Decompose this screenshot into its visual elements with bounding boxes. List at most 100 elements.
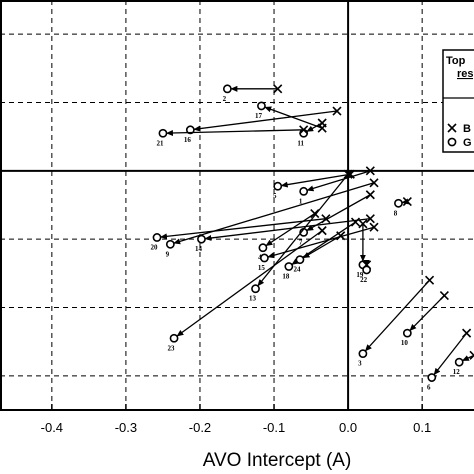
b-point-marker xyxy=(321,214,331,224)
pair-arrow xyxy=(159,218,326,240)
point-label: 5 xyxy=(273,192,277,200)
b-point-marker xyxy=(343,169,353,179)
tick-labels: -0.4 -0.3 -0.2 -0.1 0.0 0.1 AVO Intercept (A) xyxy=(41,420,432,471)
legend-b-marker xyxy=(447,123,457,133)
pair-arrow xyxy=(265,212,316,247)
point-label: 17 xyxy=(255,112,263,120)
pair-arrow xyxy=(267,226,375,259)
pair-arrow xyxy=(264,106,323,129)
g-point-marker xyxy=(158,128,168,138)
legend: Topresp BG xyxy=(442,49,474,153)
g-point-marker xyxy=(152,233,162,242)
x-tick-label: -0.2 xyxy=(189,420,211,435)
point-label: 6 xyxy=(427,384,431,392)
b-point-marker xyxy=(365,214,375,224)
point-label: 1 xyxy=(299,197,303,205)
b-point-marker xyxy=(273,84,283,94)
g-point-marker xyxy=(358,349,368,359)
g-point-marker xyxy=(165,239,175,249)
pair-20: 20 xyxy=(151,214,331,251)
g-point-marker xyxy=(169,333,179,343)
pair-arrow xyxy=(433,332,468,376)
g-point-marker xyxy=(258,243,268,253)
b-point-marker xyxy=(299,125,309,135)
b-point-marker xyxy=(369,222,379,232)
b-point-marker xyxy=(462,328,472,338)
pair-21: 21 xyxy=(156,125,309,147)
g-point-marker xyxy=(299,186,309,196)
pair-arrow xyxy=(173,182,375,245)
x-axis-title: AVO Intercept (A) xyxy=(203,450,352,471)
pair-14: 14 xyxy=(195,214,375,253)
pair-arrow xyxy=(165,129,304,137)
pair-9: 9 xyxy=(165,178,379,258)
point-label: 7 xyxy=(299,238,303,246)
g-point-marker xyxy=(362,265,372,275)
pair-24: 24 xyxy=(293,231,346,274)
legend-box xyxy=(442,49,474,153)
pair-arrow xyxy=(409,295,445,331)
point-label: 12 xyxy=(453,368,461,376)
pair-1: 1 xyxy=(299,166,375,205)
pair-2: 2 xyxy=(223,84,283,103)
pair-6: 6 xyxy=(427,328,472,392)
g-point-marker xyxy=(260,253,269,263)
point-label: 19 xyxy=(356,271,364,279)
g-point-marker xyxy=(402,328,412,338)
b-point-marker xyxy=(317,123,327,133)
grid xyxy=(0,0,474,410)
g-point-marker xyxy=(454,357,464,367)
b-point-marker xyxy=(345,169,355,179)
x-tick-label: 0.0 xyxy=(339,420,357,435)
x-tick-label: -0.4 xyxy=(41,420,63,435)
point-label: 24 xyxy=(293,266,301,274)
point-label: 14 xyxy=(195,245,203,253)
g-point-marker xyxy=(284,262,294,271)
pair-arrow xyxy=(176,230,323,337)
pair-17: 17 xyxy=(255,101,327,133)
pair-23: 23 xyxy=(168,226,327,352)
g-point-marker xyxy=(394,198,403,208)
pair-arrow xyxy=(302,235,342,259)
point-label: 21 xyxy=(156,139,164,147)
pair-8: 8 xyxy=(394,197,412,217)
g-point-marker xyxy=(273,181,283,191)
point-label: 3 xyxy=(358,360,362,368)
pair-22: 22 xyxy=(360,259,372,284)
point-label: 10 xyxy=(401,339,409,347)
b-point-marker xyxy=(402,197,412,207)
point-label: 20 xyxy=(151,243,159,251)
b-point-marker xyxy=(424,275,435,285)
pair-arrow xyxy=(306,170,371,192)
point-label: 8 xyxy=(394,209,398,217)
legend-g-marker xyxy=(447,137,457,147)
b-point-marker xyxy=(365,166,375,176)
b-point-marker xyxy=(365,190,375,200)
b-point-marker xyxy=(332,106,342,116)
point-label: 18 xyxy=(282,273,290,281)
pair-arrow xyxy=(204,218,371,241)
point-label: 2 xyxy=(223,95,227,103)
pair-10: 10 xyxy=(401,290,449,347)
pair-3: 3 xyxy=(358,275,435,368)
g-point-marker xyxy=(295,255,305,265)
point-label: 11 xyxy=(297,139,304,147)
legend-g-label: G xyxy=(463,137,472,149)
x-tick-label: -0.1 xyxy=(263,420,285,435)
point-label: 9 xyxy=(166,250,170,258)
point-label: 13 xyxy=(249,295,257,303)
legend-title-line-1: Top xyxy=(446,55,466,67)
point-label: 15 xyxy=(258,264,266,272)
pair-5: 5 xyxy=(273,169,355,200)
axes xyxy=(0,0,474,411)
b-point-marker xyxy=(369,178,379,188)
pair-16: 16 xyxy=(184,106,342,144)
g-point-marker xyxy=(257,101,266,111)
b-point-marker xyxy=(336,231,346,241)
pair-arrow xyxy=(364,279,431,352)
g-point-marker xyxy=(427,373,437,382)
point-label: 22 xyxy=(360,276,368,284)
g-point-marker xyxy=(185,125,195,135)
